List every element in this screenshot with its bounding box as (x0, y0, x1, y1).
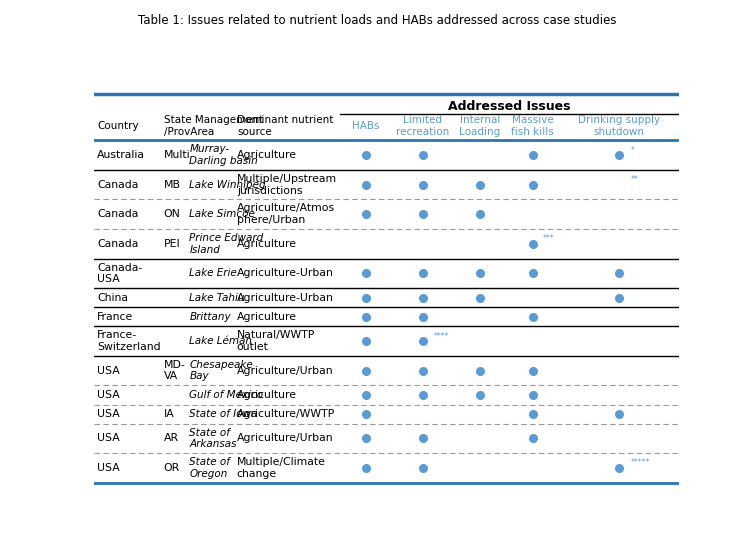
Text: IA: IA (164, 409, 174, 419)
Text: *: * (630, 145, 634, 155)
Text: Lake Simcoe: Lake Simcoe (189, 209, 256, 219)
Text: OR: OR (164, 463, 180, 473)
Text: USA: USA (97, 366, 120, 376)
Text: ***: *** (543, 234, 555, 243)
Text: Internal
Loading: Internal Loading (459, 115, 501, 137)
Text: USA: USA (97, 463, 120, 473)
Text: State Management
/ProvArea: State Management /ProvArea (164, 115, 264, 137)
Text: Agriculture: Agriculture (237, 150, 297, 160)
Text: **: ** (630, 175, 638, 184)
Text: Australia: Australia (97, 150, 146, 160)
Text: Canada-
USA: Canada- USA (97, 263, 143, 284)
Text: Drinking supply
shutdown: Drinking supply shutdown (578, 115, 660, 137)
Text: Country: Country (97, 121, 139, 131)
Text: Multiple/Upstream
jurisdictions: Multiple/Upstream jurisdictions (237, 174, 337, 196)
Text: Agriculture/Atmos
phere/Urban: Agriculture/Atmos phere/Urban (237, 203, 335, 225)
Text: ****: **** (434, 332, 449, 341)
Text: Lake Tahiu: Lake Tahiu (189, 293, 245, 302)
Text: Canada: Canada (97, 209, 139, 219)
Text: *****: ***** (630, 458, 650, 467)
Text: PEI: PEI (164, 239, 180, 249)
Text: Natural/WWTP
outlet: Natural/WWTP outlet (237, 331, 315, 352)
Text: Murray-
Darling basin: Murray- Darling basin (189, 144, 259, 166)
Text: AR: AR (164, 434, 179, 444)
Text: USA: USA (97, 434, 120, 444)
Text: Agriculture-Urban: Agriculture-Urban (237, 268, 334, 278)
Text: Agriculture/Urban: Agriculture/Urban (237, 366, 333, 376)
Text: Brittany: Brittany (189, 312, 231, 322)
Text: MB: MB (164, 180, 181, 190)
Text: MD-
VA: MD- VA (164, 360, 185, 381)
Text: State of Iowa: State of Iowa (189, 409, 258, 419)
Text: Lake Erie: Lake Erie (189, 268, 238, 278)
Text: Multiple/Climate
change: Multiple/Climate change (237, 457, 326, 479)
Text: Agriculture/WWTP: Agriculture/WWTP (237, 409, 335, 419)
Text: Chesapeake
Bay: Chesapeake Bay (189, 360, 253, 381)
Text: France: France (97, 312, 133, 322)
Text: Addressed Issues: Addressed Issues (448, 100, 570, 113)
Text: Prince Edward
Island: Prince Edward Island (189, 233, 264, 255)
Text: Agriculture-Urban: Agriculture-Urban (237, 293, 334, 302)
Text: ON: ON (164, 209, 181, 219)
Text: China: China (97, 293, 128, 302)
Text: Dominant nutrient
source: Dominant nutrient source (238, 115, 334, 137)
Text: State of
Arkansas: State of Arkansas (189, 428, 237, 449)
Text: Table 1: Issues related to nutrient loads and HABs addressed across case studies: Table 1: Issues related to nutrient load… (138, 14, 616, 27)
Text: Canada: Canada (97, 239, 139, 249)
Text: Agriculture: Agriculture (237, 312, 297, 322)
Text: USA: USA (97, 390, 120, 400)
Text: Agriculture: Agriculture (237, 390, 297, 400)
Text: State of
Oregon: State of Oregon (189, 457, 231, 479)
Text: HABs: HABs (352, 121, 380, 131)
Text: Lake Léman: Lake Léman (189, 336, 253, 346)
Text: Massive
fish kills: Massive fish kills (511, 115, 554, 137)
Text: France-
Switzerland: France- Switzerland (97, 331, 161, 352)
Text: Multi: Multi (164, 150, 191, 160)
Text: Agriculture: Agriculture (237, 239, 297, 249)
Text: Canada: Canada (97, 180, 139, 190)
Text: Limited
recreation: Limited recreation (397, 115, 449, 137)
Text: Lake Winnipeg: Lake Winnipeg (189, 180, 266, 190)
Text: Agriculture/Urban: Agriculture/Urban (237, 434, 333, 444)
Text: Gulf of Mexico: Gulf of Mexico (189, 390, 264, 400)
Text: USA: USA (97, 409, 120, 419)
